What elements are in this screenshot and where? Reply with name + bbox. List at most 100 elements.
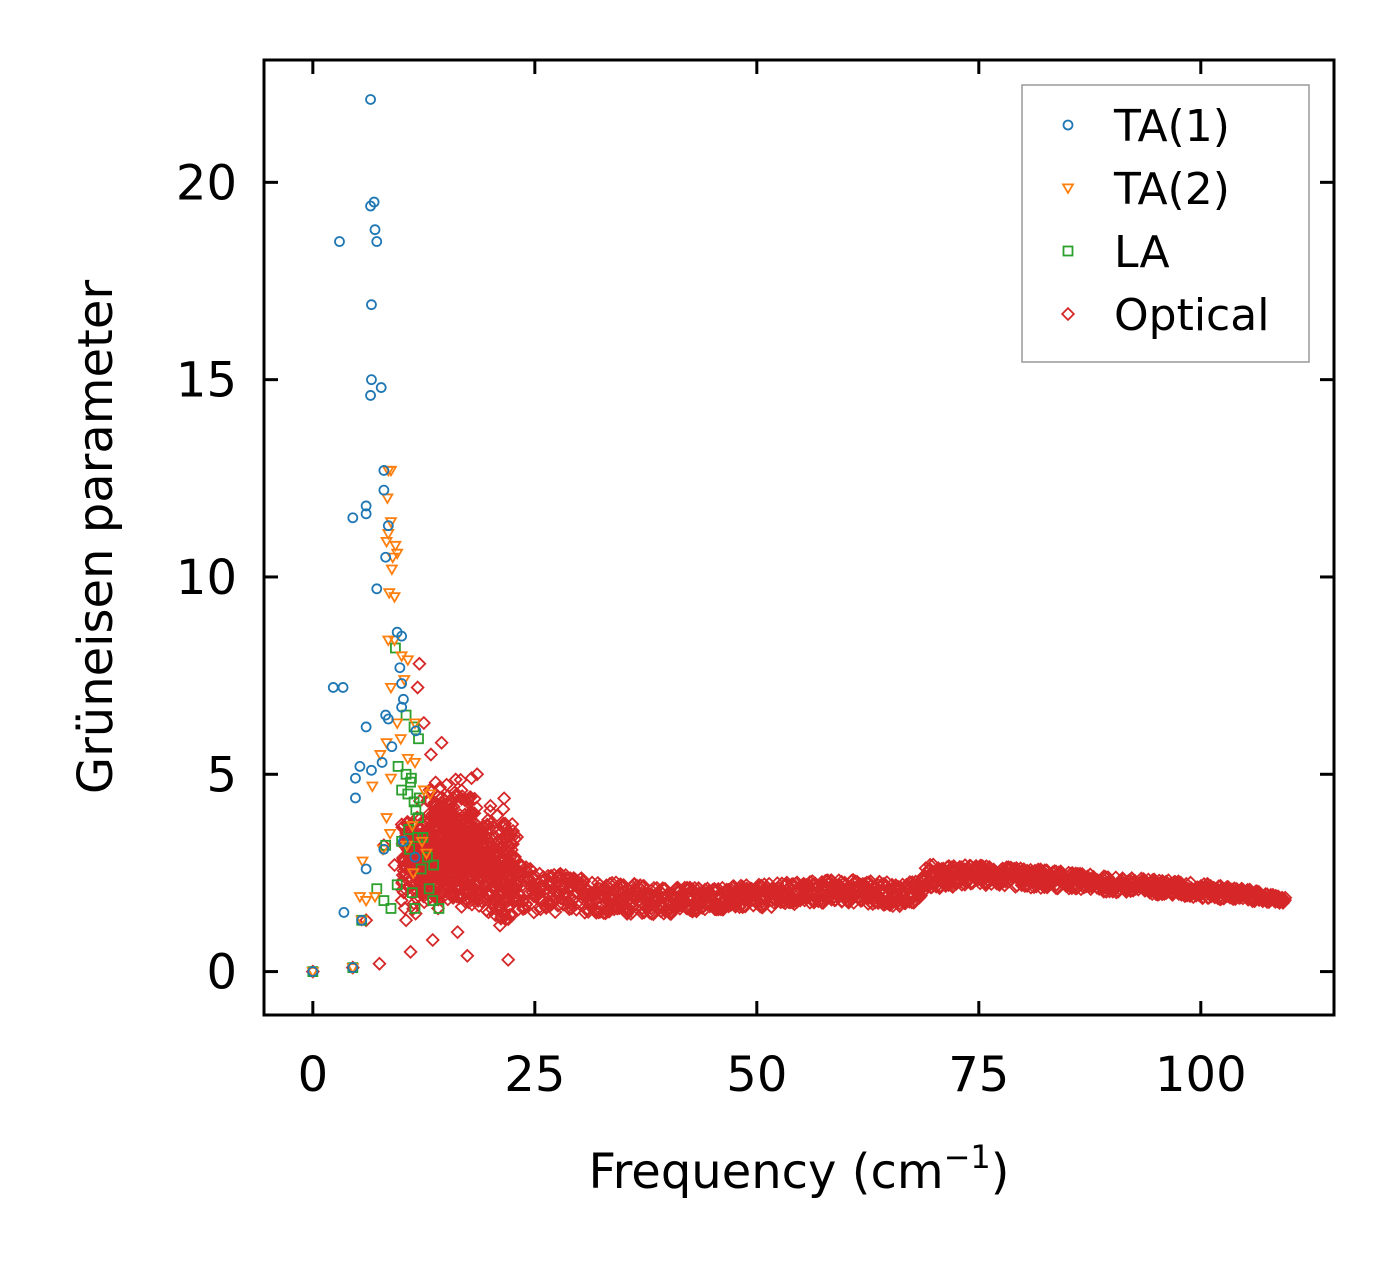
optical-band-point	[646, 906, 661, 922]
data-point	[380, 813, 394, 825]
data-point	[375, 382, 387, 393]
series-optical	[305, 656, 1293, 979]
data-point	[360, 863, 372, 875]
optical-cloud-point	[453, 814, 468, 829]
data-point	[410, 725, 422, 737]
optical-cloud-point	[447, 831, 463, 846]
optical-band-point	[774, 876, 790, 891]
legend-label: TA(1)	[1113, 101, 1230, 152]
data-point	[382, 520, 394, 532]
optical-cloud-point	[486, 898, 501, 913]
data-point	[402, 788, 414, 800]
x-tick-label: 50	[726, 1047, 787, 1103]
y-axis-label: Grüneisen parameter	[68, 280, 124, 795]
optical-cloud-point	[457, 874, 473, 890]
optical-cloud-point	[465, 807, 480, 822]
series-ta-1-	[307, 94, 422, 977]
data-point	[427, 895, 439, 906]
optical-cloud-point	[448, 772, 463, 787]
optical-cloud-point	[496, 906, 511, 921]
data-point	[382, 713, 394, 725]
axis-ticks: 0 25 50 75 100 0 5 10 15 20	[176, 60, 1334, 1103]
optical-cloud-point	[434, 887, 449, 902]
optical-cloud-point	[427, 795, 442, 810]
series-la	[307, 642, 445, 977]
data-point	[385, 564, 399, 576]
legend-box	[1021, 84, 1310, 363]
data-point	[423, 747, 439, 762]
data-point	[334, 236, 345, 247]
optical-cloud-point	[431, 842, 446, 857]
data-point	[380, 536, 394, 549]
data-point	[421, 851, 433, 863]
data-point	[396, 630, 408, 642]
optical-cloud-point	[447, 868, 462, 884]
legend-item: Optical	[1060, 290, 1269, 341]
optical-cloud-point	[460, 795, 475, 810]
optical-cloud-point	[461, 791, 477, 806]
x-axis-label: Frequency (cm−1)	[588, 1138, 1009, 1200]
optical-cloud-point	[483, 816, 498, 831]
optical-band-point	[658, 882, 673, 897]
data-point	[405, 821, 419, 833]
data-point	[378, 843, 390, 855]
data-point	[412, 656, 427, 671]
y-tick-label: 15	[176, 353, 237, 409]
x-axis-label-close: )	[991, 1144, 1010, 1200]
x-axis-label-superscript: −1	[944, 1138, 991, 1176]
optical-cloud-point	[493, 911, 509, 926]
optical-cloud-point	[504, 836, 519, 852]
data-point	[394, 662, 406, 674]
optical-cloud-point	[492, 918, 508, 933]
legend-label: LA	[1114, 227, 1170, 278]
optical-cloud-point	[470, 867, 485, 882]
legend-marker	[1060, 306, 1076, 322]
data-point	[405, 776, 416, 788]
optical-cloud-point	[448, 860, 463, 875]
optical-cloud-point	[497, 791, 512, 806]
optical-cloud-point	[453, 819, 469, 835]
optical-cloud-point	[439, 878, 455, 893]
optical-cloud-point	[428, 820, 443, 835]
data-point	[406, 887, 418, 899]
optical-band-point	[576, 874, 592, 889]
optical-band-point	[875, 877, 890, 892]
data-point	[338, 906, 350, 918]
optical-cloud-point	[507, 849, 522, 864]
optical-cloud-point	[490, 863, 506, 878]
optical-cloud-point	[484, 860, 499, 875]
optical-cloud-point	[489, 877, 504, 892]
optical-cloud-point	[493, 867, 509, 882]
optical-band-point	[839, 890, 854, 905]
optical-cloud-point	[493, 875, 508, 890]
data-point	[380, 551, 392, 563]
optical-cloud-point	[501, 853, 517, 868]
data-point	[372, 956, 387, 971]
data-point	[368, 196, 380, 208]
optical-cloud-point	[459, 858, 475, 874]
legend: TA(1) TA(2) LA Optical	[1021, 84, 1310, 363]
data-point	[383, 828, 397, 841]
optical-band-point	[610, 901, 625, 916]
optical-band-point	[868, 895, 883, 910]
data-point	[306, 967, 320, 979]
data-point	[401, 655, 415, 667]
optical-cloud-point	[450, 819, 465, 835]
data-point	[490, 834, 505, 849]
data-point	[419, 848, 434, 860]
optical-cloud-point	[487, 845, 502, 860]
optical-cloud-point	[456, 844, 471, 860]
optical-cloud-point	[460, 836, 475, 851]
data-point	[483, 798, 498, 813]
data-point	[366, 374, 377, 386]
optical-cloud-point	[441, 795, 456, 811]
legend-marker	[1062, 119, 1074, 131]
data-point	[410, 804, 422, 816]
x-tick-label: 100	[1155, 1047, 1247, 1103]
data-point	[307, 966, 319, 977]
data-point	[354, 760, 366, 772]
data-point	[365, 94, 376, 105]
data-point	[390, 718, 404, 730]
data-point	[425, 932, 440, 948]
x-tick-label: 0	[298, 1047, 329, 1103]
